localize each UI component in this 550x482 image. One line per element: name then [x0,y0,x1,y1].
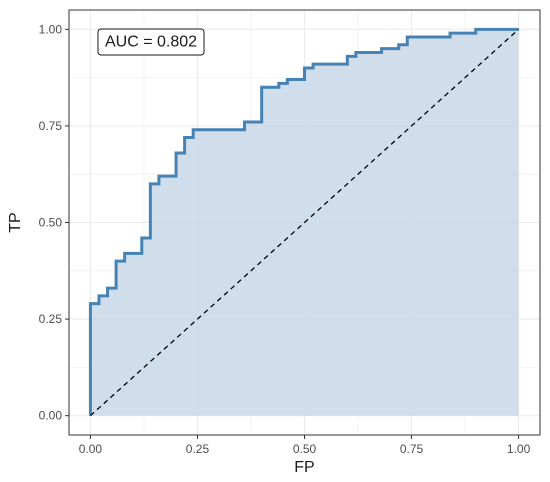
auc-label-box [97,28,205,56]
x-tick-label: 0.00 [79,442,103,456]
y-tick-label: 0.50 [39,216,63,230]
auc-annotation: AUC = 0.802 [97,28,205,56]
x-tick-label: 0.75 [400,442,424,456]
x-tick-label: 0.50 [293,442,317,456]
y-tick-label: 0.00 [39,409,63,423]
x-tick-label: 1.00 [507,442,531,456]
auc-label: AUC = 0.802 [105,34,197,51]
y-axis-ticks: 0.00 0.25 0.50 0.75 1.00 [39,22,69,423]
x-tick-label: 0.25 [186,442,210,456]
y-tick-label: 0.25 [39,312,63,326]
x-axis-ticks: 0.00 0.25 0.50 0.75 1.00 [79,435,531,456]
y-tick-label: 1.00 [39,22,63,36]
roc-curve-line [88,27,519,416]
x-axis-title: FP [294,459,314,476]
random-classifier-diagonal [89,28,520,417]
y-tick-label: 0.75 [39,119,63,133]
y-axis-title: TP [7,212,24,232]
